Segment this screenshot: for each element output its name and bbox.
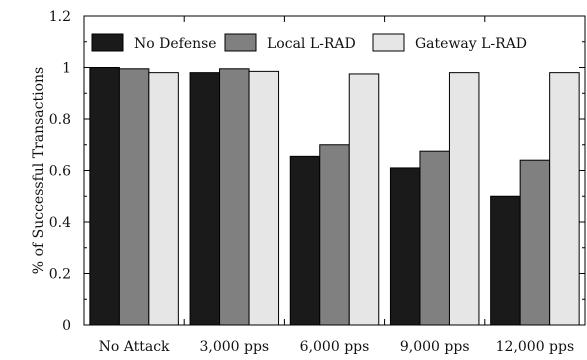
bar-gateway-l-rad — [549, 72, 580, 326]
bar-gateway-l-rad — [148, 72, 179, 326]
x-tick-label: 6,000 pps — [300, 339, 370, 355]
y-tick-label: 1 — [62, 61, 71, 77]
bar-local-l-rad — [118, 68, 150, 326]
legend-label: Local L-RAD — [267, 36, 356, 52]
bar-gateway-l-rad — [248, 70, 280, 326]
bar-no-defense — [389, 167, 421, 326]
bar-no-defense — [89, 67, 120, 326]
y-tick-label: 0 — [62, 318, 71, 334]
bar-gateway-l-rad — [348, 73, 380, 326]
y-axis-title: % of Successful Transactions — [31, 67, 47, 274]
y-tick-label: 0.4 — [49, 215, 71, 231]
x-tick-label: 9,000 pps — [400, 339, 470, 355]
y-tick-label: 0.6 — [49, 164, 71, 180]
bars-layer — [89, 67, 580, 326]
x-axis: No Attack 3,000 pps 6,000 pps 9,000 pps 12,0… — [99, 16, 575, 355]
bar-gateway-l-rad — [448, 72, 480, 326]
x-tick-label: No Attack — [99, 339, 170, 355]
bar-local-l-rad — [519, 159, 551, 326]
y-tick-label: 0.8 — [49, 112, 71, 128]
y-tick-label: 0.2 — [49, 267, 71, 283]
bar-local-l-rad — [319, 144, 350, 326]
legend-swatch — [372, 33, 405, 52]
bar-local-l-rad — [419, 150, 450, 326]
y-tick-label: 1.2 — [49, 9, 71, 25]
legend-label: Gateway L-RAD — [415, 36, 527, 52]
legend-label: No Defense — [134, 36, 217, 52]
x-tick-label: 12,000 pps — [496, 339, 575, 355]
legend-swatch — [224, 33, 257, 52]
bar-no-defense — [289, 155, 321, 326]
bar-no-defense — [189, 72, 221, 326]
x-tick-label: 3,000 pps — [199, 339, 269, 355]
y-axis: 0 0.2 0.4 0.6 0.8 1 1.2 — [49, 9, 585, 334]
legend-swatch — [91, 33, 124, 52]
legend: No Defense Local L-RAD Gateway L-RAD — [91, 33, 527, 52]
bar-no-defense — [490, 195, 521, 326]
bar-local-l-rad — [219, 68, 250, 326]
